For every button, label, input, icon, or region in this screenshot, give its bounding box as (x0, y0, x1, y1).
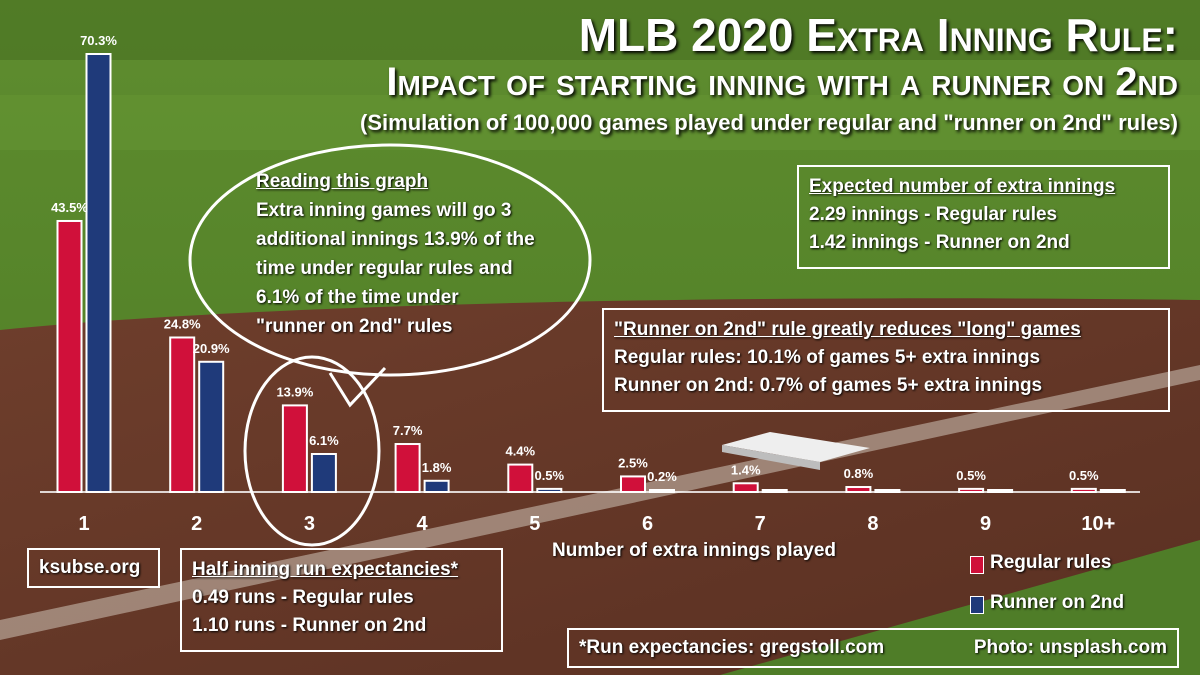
bar-regular (1070, 487, 1097, 493)
site-credit: ksubse.org (39, 557, 141, 578)
bar-regular (169, 336, 196, 494)
legend-label-regular: Regular rules (990, 552, 1112, 573)
x-axis-title: Number of extra innings played (552, 540, 836, 561)
legend-swatch-runner (970, 596, 984, 614)
site-credit-box: ksubse.org (27, 548, 160, 588)
bar-runner (310, 452, 337, 494)
half-inning-heading: Half inning run expectancies* (192, 559, 459, 580)
x-tick-label: 6 (642, 513, 653, 535)
data-label-regular: 0.5% (956, 468, 986, 483)
x-tick-label: 8 (867, 513, 878, 535)
callout-pointer (328, 366, 387, 408)
bar-regular (958, 487, 985, 493)
expected-line: 1.42 innings - Runner on 2nd (809, 232, 1070, 253)
bar-runner (198, 360, 225, 493)
data-label-regular: 1.4% (731, 462, 761, 477)
bar-regular (732, 482, 759, 493)
data-label-regular: 2.5% (618, 455, 648, 470)
x-tick-label: 4 (417, 513, 429, 535)
x-tick-label: 3 (304, 513, 315, 535)
chart-subtitle: Impact of starting inning with a runner … (386, 60, 1178, 104)
chart-bars: 43.5% 70.3% 1 24.8% 20.9% 2 13.9% 6.1% 3 7.7% 1.8%… (40, 33, 1140, 535)
runexp-credit: *Run expectancies: gregstoll.com (579, 637, 885, 658)
reading-line: 6.1% of the time under (256, 287, 459, 308)
data-label-runner: 0.2% (647, 469, 677, 484)
bar-regular (281, 404, 308, 494)
x-tick-label: 5 (529, 513, 540, 535)
bar-runner (423, 479, 450, 494)
half-inning-box: Half inning run expectancies* 0.49 runs … (180, 548, 503, 652)
data-label-regular: 4.4% (505, 444, 535, 459)
reading-line: "runner on 2nd" rules (256, 316, 453, 337)
data-label-regular: 13.9% (276, 384, 313, 399)
credits-box: *Run expectancies: gregstoll.com Photo: … (567, 628, 1179, 668)
chart-title: MLB 2020 Extra Inning Rule: (578, 9, 1178, 61)
legend-label-runner: Runner on 2nd (990, 592, 1125, 613)
inning-3-highlight (243, 355, 381, 547)
long-games-heading: "Runner on 2nd" rule greatly reduces "lo… (614, 319, 1081, 340)
x-tick-label: 9 (980, 513, 991, 535)
x-tick-label: 10+ (1081, 513, 1115, 535)
long-games-line: Regular rules: 10.1% of games 5+ extra i… (614, 347, 1041, 368)
reading-line: time under regular rules and (256, 258, 513, 279)
bar-regular (507, 463, 534, 493)
expected-line: 2.29 innings - Regular rules (809, 204, 1058, 225)
data-label-regular: 24.8% (164, 316, 201, 331)
bar-regular (56, 219, 83, 493)
data-label-runner: 0.5% (534, 468, 564, 483)
data-label-regular: 0.5% (1069, 468, 1099, 483)
bar-regular (845, 486, 872, 494)
long-games-line: Runner on 2nd: 0.7% of games 5+ extra in… (614, 375, 1043, 396)
x-tick-label: 7 (755, 513, 766, 535)
long-games-box: "Runner on 2nd" rule greatly reduces "lo… (602, 308, 1170, 412)
bar-runner (85, 53, 112, 493)
half-inning-line: 0.49 runs - Regular rules (192, 587, 414, 608)
bar-runner (1099, 489, 1126, 493)
photo-credit: Photo: unsplash.com (973, 637, 1167, 658)
bar-regular (394, 443, 421, 493)
bar-runner (536, 487, 563, 493)
bar-runner (649, 489, 675, 493)
data-label-runner: 1.8% (422, 460, 452, 475)
x-tick-label: 1 (78, 513, 89, 535)
data-label-regular: 7.7% (393, 423, 423, 438)
data-label-runner: 70.3% (80, 33, 117, 48)
bar-runner (761, 489, 788, 493)
bar-runner (874, 489, 901, 493)
reading-heading: Reading this graph (256, 171, 429, 192)
reading-text: Reading this graph Extra inning games wi… (256, 167, 535, 341)
bar-runner (987, 489, 1014, 493)
half-inning-line: 1.10 runs - Runner on 2nd (192, 615, 427, 636)
bar-regular (620, 475, 646, 493)
expected-heading: Expected number of extra innings (809, 176, 1116, 197)
reading-line: additional innings 13.9% of the (256, 229, 535, 250)
x-tick-label: 2 (191, 513, 202, 535)
data-label-regular: 43.5% (51, 200, 88, 215)
data-label-runner: 6.1% (309, 433, 339, 448)
legend-swatch-regular (970, 556, 984, 574)
data-label-regular: 0.8% (844, 466, 874, 481)
expected-innings-box: Expected number of extra innings 2.29 in… (797, 165, 1170, 269)
data-label-runner: 20.9% (193, 341, 230, 356)
reading-callout-bubble (188, 143, 592, 377)
reading-line: Extra inning games will go 3 (256, 200, 512, 221)
chart-subsubtitle: (Simulation of 100,000 games played unde… (360, 110, 1178, 135)
